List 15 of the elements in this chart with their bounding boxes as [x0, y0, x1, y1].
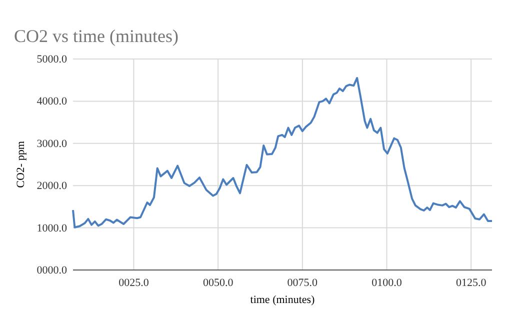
- y-tick-label: 3000.0: [36, 138, 68, 150]
- y-tick-label: 2000.0: [36, 180, 68, 192]
- y-tick-label: 5000.0: [36, 54, 68, 66]
- y-axis-title: CO2- ppm: [15, 140, 27, 188]
- x-tick-label: 0125.0: [456, 276, 487, 289]
- y-tick-label: 0000.0: [36, 264, 68, 277]
- chart-title: CO2 vs time (minutes): [14, 26, 178, 46]
- x-tick-label: 0075.0: [287, 276, 318, 289]
- x-tick-label: 0025.0: [118, 276, 150, 289]
- y-tick-label: 1000.0: [36, 222, 68, 234]
- x-tick-label: 0050.0: [202, 276, 234, 289]
- x-axis-title: time (minutes): [250, 294, 316, 306]
- x-tick-label: 0100.0: [372, 276, 402, 289]
- y-tick-label: 4000.0: [36, 96, 68, 108]
- line-series: [72, 76, 493, 228]
